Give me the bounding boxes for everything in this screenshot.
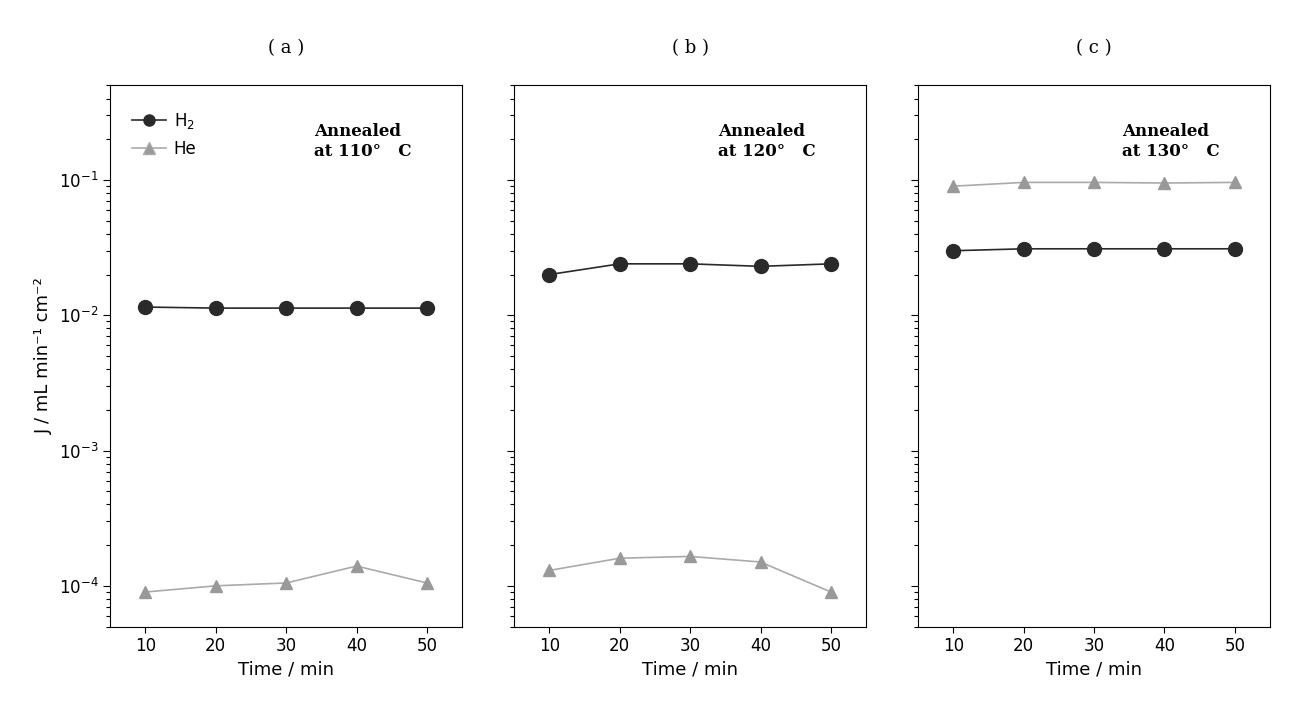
Legend: H$_2$, He: H$_2$, He <box>126 105 203 164</box>
Text: ( a ): ( a ) <box>268 39 305 57</box>
Text: Annealed
at 110°   C: Annealed at 110° C <box>315 123 412 160</box>
Text: ( c ): ( c ) <box>1076 39 1112 57</box>
X-axis label: Time / min: Time / min <box>1046 661 1142 679</box>
Text: ( b ): ( b ) <box>671 39 709 57</box>
Text: Annealed
at 120°   C: Annealed at 120° C <box>718 123 816 160</box>
Text: Annealed
at 130°   C: Annealed at 130° C <box>1122 123 1220 160</box>
Y-axis label: J / mL min⁻¹ cm⁻²: J / mL min⁻¹ cm⁻² <box>35 278 53 434</box>
X-axis label: Time / min: Time / min <box>642 661 739 679</box>
X-axis label: Time / min: Time / min <box>238 661 334 679</box>
